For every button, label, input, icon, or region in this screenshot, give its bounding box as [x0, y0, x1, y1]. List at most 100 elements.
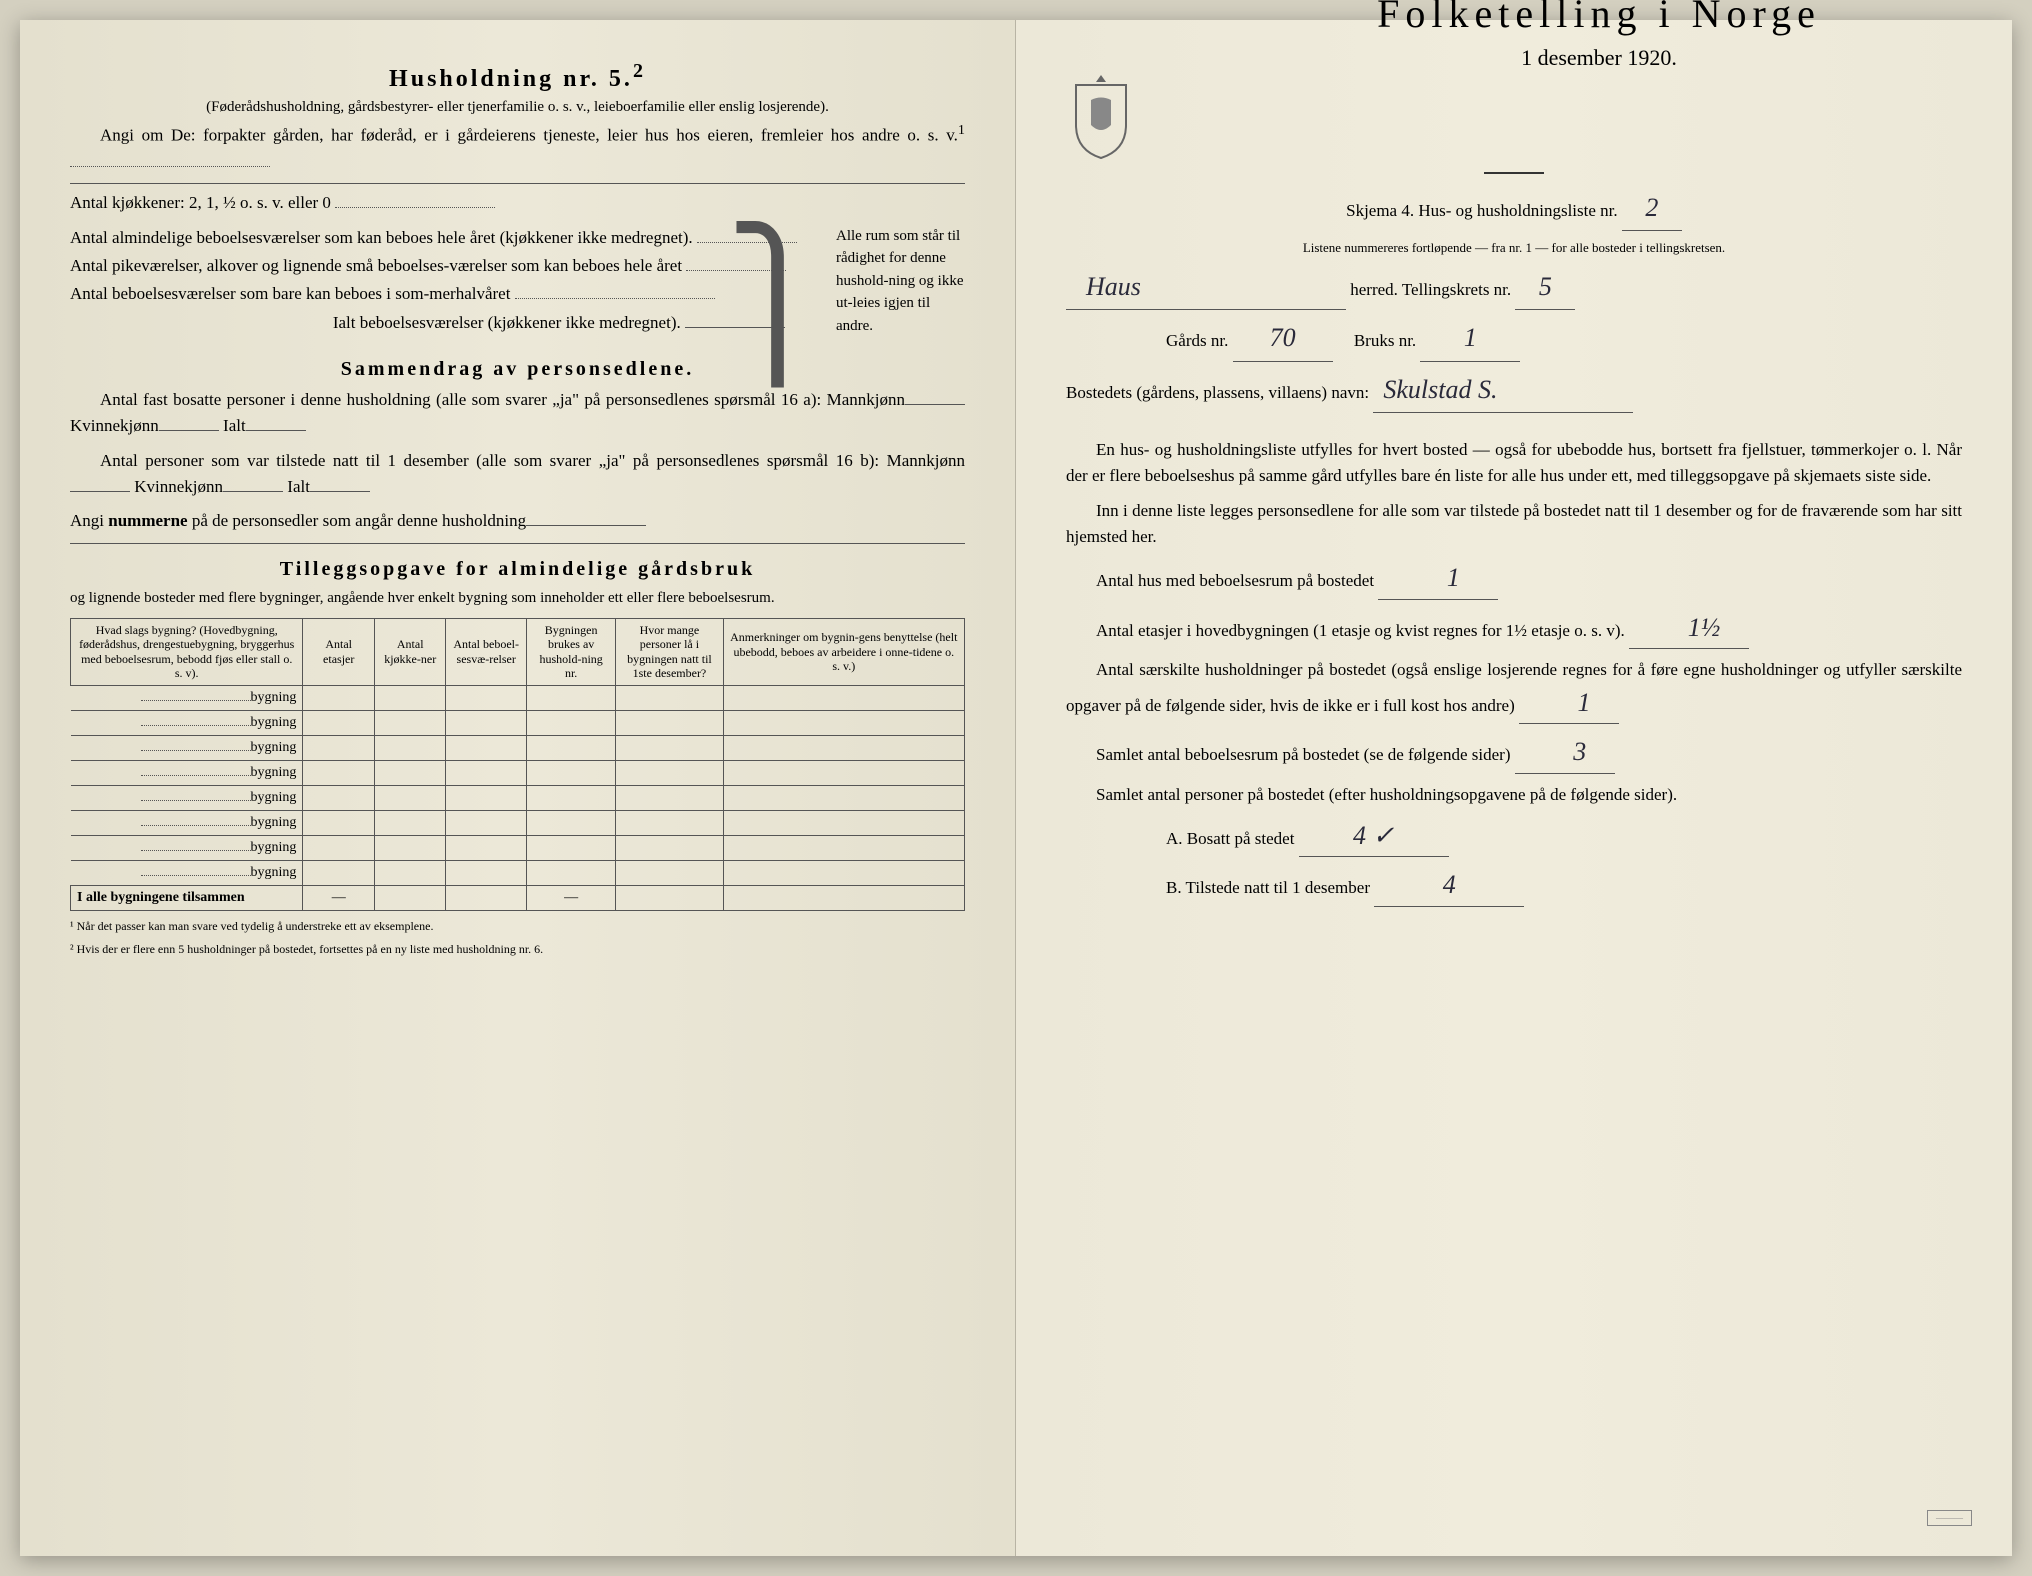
room-line-3: Antal beboelsesværelser som bare kan beb… — [70, 284, 510, 303]
skjema-line: Skjema 4. Hus- og husholdningsliste nr. … — [1066, 186, 1962, 231]
buildings-table: Hvad slags bygning? (Hovedbygning, føder… — [70, 618, 965, 911]
herred-line: Haus herred. Tellingskrets nr. 5 — [1066, 265, 1962, 310]
right-header: Folketelling i Norge 1 desember 1920. — [1066, 60, 1962, 160]
q4-value: 3 — [1515, 732, 1615, 773]
instructions-p1: En hus- og husholdningsliste utfylles fo… — [1066, 437, 1962, 490]
footnote-2: ² Hvis der er flere enn 5 husholdninger … — [70, 942, 965, 958]
gards-label: Gårds nr. — [1166, 331, 1228, 350]
table-row: bygning — [71, 735, 965, 760]
heading-subtitle: (Føderådshusholdning, gårdsbestyrer- ell… — [70, 99, 965, 116]
table-row: bygning — [71, 710, 965, 735]
heading-text: Husholdning nr. 5. — [389, 66, 633, 92]
bosted-label: Bostedets (gårdens, plassens, villaens) … — [1066, 383, 1369, 402]
instructions-p2: Inn i denne liste legges personsedlene f… — [1066, 498, 1962, 551]
q1-label: Antal hus med beboelsesrum på bostedet — [1096, 571, 1374, 590]
household-heading: Husholdning nr. 5.2 — [70, 60, 965, 93]
th-5: Hvor mange personer lå i bygningen natt … — [616, 619, 723, 686]
q2-value: 1½ — [1629, 608, 1749, 649]
q5b-value: 4 — [1374, 865, 1524, 906]
herred-value: Haus — [1066, 265, 1346, 310]
q2-label: Antal etasjer i hovedbygningen (1 etasje… — [1096, 621, 1625, 640]
q4: Samlet antal beboelsesrum på bostedet (s… — [1066, 732, 1962, 773]
th-4: Bygningen brukes av hushold-ning nr. — [526, 619, 615, 686]
row-label: bygning — [251, 740, 297, 755]
room-line-4: Ialt beboelsesværelser (kjøkkener ikke m… — [333, 313, 681, 332]
bruks-nr: 1 — [1420, 316, 1520, 361]
summary-p2-text: Antal personer som var tilstede natt til… — [100, 451, 965, 470]
brace-icon: ⎫ — [725, 235, 830, 375]
tillegg-heading: Tilleggsopgave for almindelige gårdsbruk — [70, 558, 965, 581]
skjema-nr: 2 — [1622, 186, 1682, 231]
tellingskrets-nr: 5 — [1515, 265, 1575, 310]
rooms-block: Antal almindelige beboelsesværelser som … — [70, 225, 965, 344]
th-1: Antal etasjer — [303, 619, 375, 686]
row-label: bygning — [251, 840, 297, 855]
summary-heading: Sammendrag av personsedlene. — [70, 358, 965, 381]
q5a-label: A. Bosatt på stedet — [1166, 829, 1294, 848]
coat-of-arms-icon — [1066, 70, 1136, 160]
summary-p3b: nummerne — [108, 511, 187, 530]
room-line-2: Antal pikeværelser, alkover og lignende … — [70, 256, 682, 275]
listene-note: Listene nummereres fortløpende — fra nr.… — [1066, 237, 1962, 259]
q1-value: 1 — [1378, 558, 1498, 599]
gards-line: Gårds nr. 70 Bruks nr. 1 — [1066, 316, 1962, 361]
tillegg-sub: og lignende bosteder med flere bygninger… — [70, 587, 965, 610]
row-label: bygning — [251, 715, 297, 730]
q5: Samlet antal personer på bostedet (efter… — [1066, 782, 1962, 808]
herred-label: herred. Tellingskrets nr. — [1350, 280, 1511, 299]
kitchens-label: Antal kjøkkener: 2, 1, ½ o. s. v. eller … — [70, 193, 331, 212]
summary-kv2: Kvinnekjønn — [134, 477, 223, 496]
th-3: Antal beboel-sesvæ-relser — [446, 619, 526, 686]
q5b: B. Tilstede natt til 1 desember 4 — [1066, 865, 1962, 906]
table-row: bygning — [71, 810, 965, 835]
th-0: Hvad slags bygning? (Hovedbygning, føder… — [71, 619, 303, 686]
summary-p2: Antal personer som var tilstede natt til… — [70, 448, 965, 501]
row-label: bygning — [251, 815, 297, 830]
bosted-line: Bostedets (gårdens, plassens, villaens) … — [1066, 368, 1962, 413]
summary-p3a: Angi — [70, 511, 108, 530]
q3: Antal særskilte husholdninger på bostede… — [1066, 657, 1962, 725]
skjema-label: Skjema 4. Hus- og husholdningsliste nr. — [1346, 201, 1618, 220]
summary-ialt1: Ialt — [223, 416, 246, 435]
printer-stamp: ——— — [1927, 1510, 1972, 1526]
q5a: A. Bosatt på stedet 4 ✓ — [1066, 816, 1962, 857]
row-label: bygning — [251, 690, 297, 705]
row-label: bygning — [251, 865, 297, 880]
summary-p3: Angi nummerne på de personsedler som ang… — [70, 508, 965, 534]
table-row: bygning — [71, 685, 965, 710]
angi-text: Angi om De: forpakter gården, har føderå… — [100, 126, 958, 145]
table-row: bygning — [71, 860, 965, 885]
q2: Antal etasjer i hovedbygningen (1 etasje… — [1066, 608, 1962, 649]
q3-label: Antal særskilte husholdninger på bostede… — [1066, 660, 1962, 715]
th-2: Antal kjøkke-ner — [374, 619, 446, 686]
table-row: bygning — [71, 785, 965, 810]
footnote-1: ¹ Når det passer kan man svare ved tydel… — [70, 919, 965, 935]
table-row: bygning — [71, 835, 965, 860]
summary-kv1: Kvinnekjønn — [70, 416, 159, 435]
summary-p1-text: Antal fast bosatte personer i denne hush… — [100, 390, 905, 409]
left-page: Husholdning nr. 5.2 (Føderådshusholdning… — [20, 20, 1016, 1556]
buildings-tbody: bygning bygning bygning bygning bygning … — [71, 685, 965, 910]
q3-value: 1 — [1519, 683, 1619, 724]
angi-paragraph: Angi om De: forpakter gården, har føderå… — [70, 120, 965, 175]
q4-label: Samlet antal beboelsesrum på bostedet (s… — [1096, 745, 1510, 764]
q1: Antal hus med beboelsesrum på bostedet 1 — [1066, 558, 1962, 599]
kitchens-line: Antal kjøkkener: 2, 1, ½ o. s. v. eller … — [70, 190, 965, 216]
q5a-value: 4 ✓ — [1299, 816, 1449, 857]
row-label: bygning — [251, 765, 297, 780]
table-row: bygning — [71, 760, 965, 785]
table-total-row: I alle bygningene tilsammen—— — [71, 885, 965, 910]
bracket-note: Alle rum som står til rådighet for denne… — [825, 225, 965, 344]
bosted-value: Skulstad S. — [1373, 368, 1633, 413]
document-spread: Husholdning nr. 5.2 (Føderådshusholdning… — [20, 20, 2012, 1556]
summary-p1: Antal fast bosatte personer i denne hush… — [70, 387, 965, 440]
summary-p3c: på de personsedler som angår denne husho… — [188, 511, 527, 530]
divider — [1484, 172, 1544, 174]
title-date: 1 desember 1920. — [1236, 45, 1962, 71]
total-label: I alle bygningene tilsammen — [71, 885, 303, 910]
q5b-label: B. Tilstede natt til 1 desember — [1166, 878, 1370, 897]
bruks-label: Bruks nr. — [1354, 331, 1416, 350]
summary-ialt2: Ialt — [287, 477, 310, 496]
main-title: Folketelling i Norge — [1236, 0, 1962, 37]
row-label: bygning — [251, 790, 297, 805]
